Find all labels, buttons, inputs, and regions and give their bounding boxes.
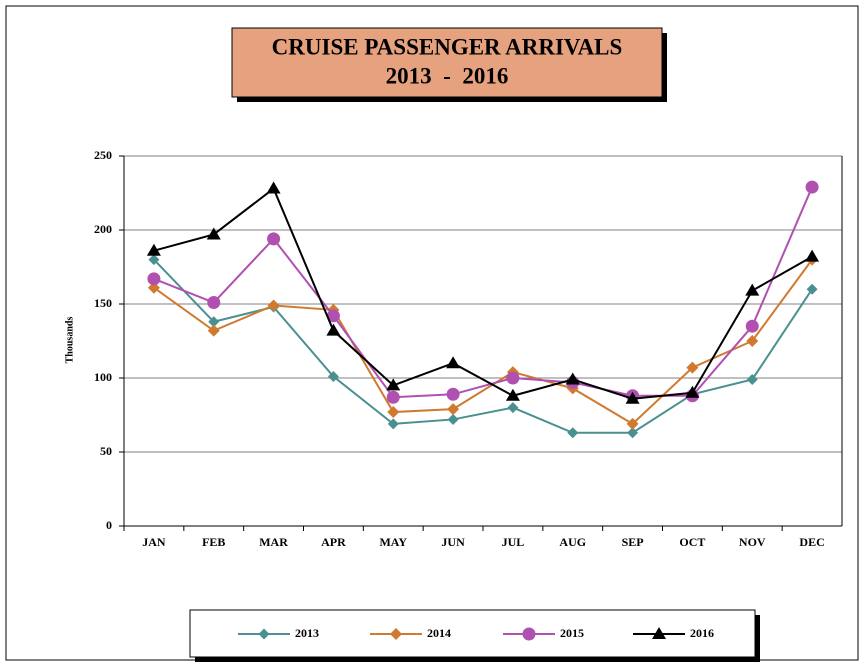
marker <box>267 232 281 246</box>
marker <box>147 272 161 286</box>
marker <box>326 323 341 336</box>
y-tick-label: 100 <box>94 370 112 384</box>
marker <box>685 385 700 398</box>
y-tick-label: 200 <box>94 222 112 236</box>
marker <box>746 373 758 385</box>
marker <box>207 324 220 337</box>
marker <box>567 427 579 439</box>
marker <box>147 281 160 294</box>
y-tick-label: 150 <box>94 296 112 310</box>
y-tick-label: 50 <box>100 444 112 458</box>
marker <box>266 181 281 194</box>
x-tick-label: JUN <box>441 535 465 549</box>
marker <box>387 418 399 430</box>
marker <box>208 316 220 328</box>
title-box <box>231 27 663 98</box>
marker <box>146 243 161 256</box>
marker <box>387 406 400 419</box>
x-tick-label: MAY <box>379 535 407 549</box>
x-tick-label: JUL <box>502 535 525 549</box>
marker <box>746 335 759 347</box>
marker <box>446 356 461 369</box>
legend-label: 2015 <box>560 626 584 640</box>
marker <box>686 361 699 374</box>
chart-subtitle: 2013 - 2016 <box>386 63 509 88</box>
y-axis-label: Thousands <box>64 317 75 364</box>
marker <box>327 371 339 383</box>
marker <box>626 417 639 430</box>
legend-label: 2013 <box>295 626 319 640</box>
marker <box>565 372 580 385</box>
x-tick-label: MAR <box>259 535 288 549</box>
marker <box>507 402 519 414</box>
marker <box>805 180 819 194</box>
marker <box>745 319 759 333</box>
x-tick-label: SEP <box>622 535 644 549</box>
marker <box>447 413 459 425</box>
marker <box>627 427 639 439</box>
x-tick-label: DEC <box>799 535 824 549</box>
marker <box>206 227 221 240</box>
marker <box>148 254 160 266</box>
series-line <box>153 186 813 400</box>
legend-label: 2014 <box>427 626 451 640</box>
marker <box>805 249 820 262</box>
marker <box>625 391 640 404</box>
legend-label: 2016 <box>690 626 714 640</box>
marker <box>505 388 520 401</box>
x-tick-label: NOV <box>739 535 766 549</box>
marker <box>446 387 460 401</box>
series-line <box>153 258 813 434</box>
x-tick-label: FEB <box>202 535 225 549</box>
marker <box>806 283 818 295</box>
marker <box>326 309 340 323</box>
x-tick-label: JAN <box>142 535 166 549</box>
marker <box>745 283 760 296</box>
x-tick-label: AUG <box>559 535 586 549</box>
frame <box>5 5 859 661</box>
series-line <box>153 186 814 399</box>
chart-title: CRUISE PASSENGER ARRIVALS <box>272 34 623 59</box>
marker <box>386 390 400 404</box>
marker <box>258 628 270 640</box>
marker <box>386 378 401 391</box>
x-tick-label: APR <box>321 535 346 549</box>
marker <box>652 627 666 639</box>
y-tick-label: 250 <box>94 148 112 162</box>
marker <box>522 627 536 641</box>
marker <box>390 628 402 640</box>
y-tick-label: 0 <box>106 518 112 532</box>
x-tick-label: OCT <box>679 535 705 549</box>
marker <box>447 403 460 416</box>
marker <box>267 299 280 312</box>
marker <box>207 296 221 310</box>
series-line <box>153 259 813 426</box>
marker <box>506 371 520 385</box>
